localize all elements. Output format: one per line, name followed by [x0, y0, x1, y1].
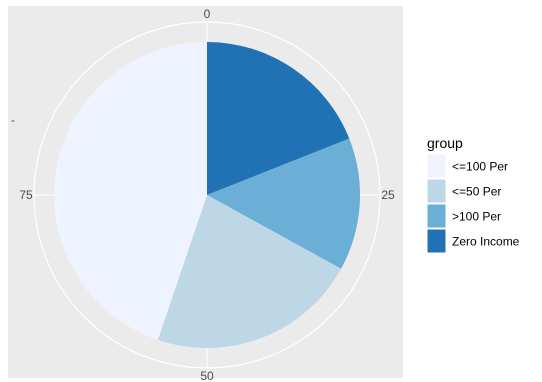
- legend-key-100-per: [426, 153, 447, 179]
- legend-title: group: [427, 135, 463, 151]
- y-axis-tick-mark: -: [11, 113, 15, 127]
- pie-slice-100-per: [207, 138, 361, 269]
- tick-label-50: 50: [200, 369, 214, 382]
- pie-slice-zero-income: [207, 42, 350, 195]
- pie-slice-100-per: [53, 42, 207, 340]
- legend-label-100-per: >100 Per: [452, 210, 501, 224]
- tick-label-75: 75: [19, 188, 33, 202]
- legend-label-100-per: <=100 Per: [452, 160, 508, 174]
- legend-label-50-per: <=50 Per: [452, 185, 501, 199]
- legend: group <=100 Per <=50 Per >100 Per Zero Inco…: [426, 135, 520, 254]
- legend-key-zero-income: [426, 228, 447, 254]
- legend-key-50-per: [426, 178, 447, 204]
- tick-label-25: 25: [381, 188, 395, 202]
- tick-label-0: 0: [204, 7, 211, 21]
- slice-group: [53, 42, 361, 349]
- legend-key-100-per: [426, 203, 447, 229]
- legend-label-zero-income: Zero Income: [452, 235, 520, 249]
- pie-slice-50-per: [157, 195, 342, 349]
- tick-group: 0 25 50 75: [19, 7, 395, 382]
